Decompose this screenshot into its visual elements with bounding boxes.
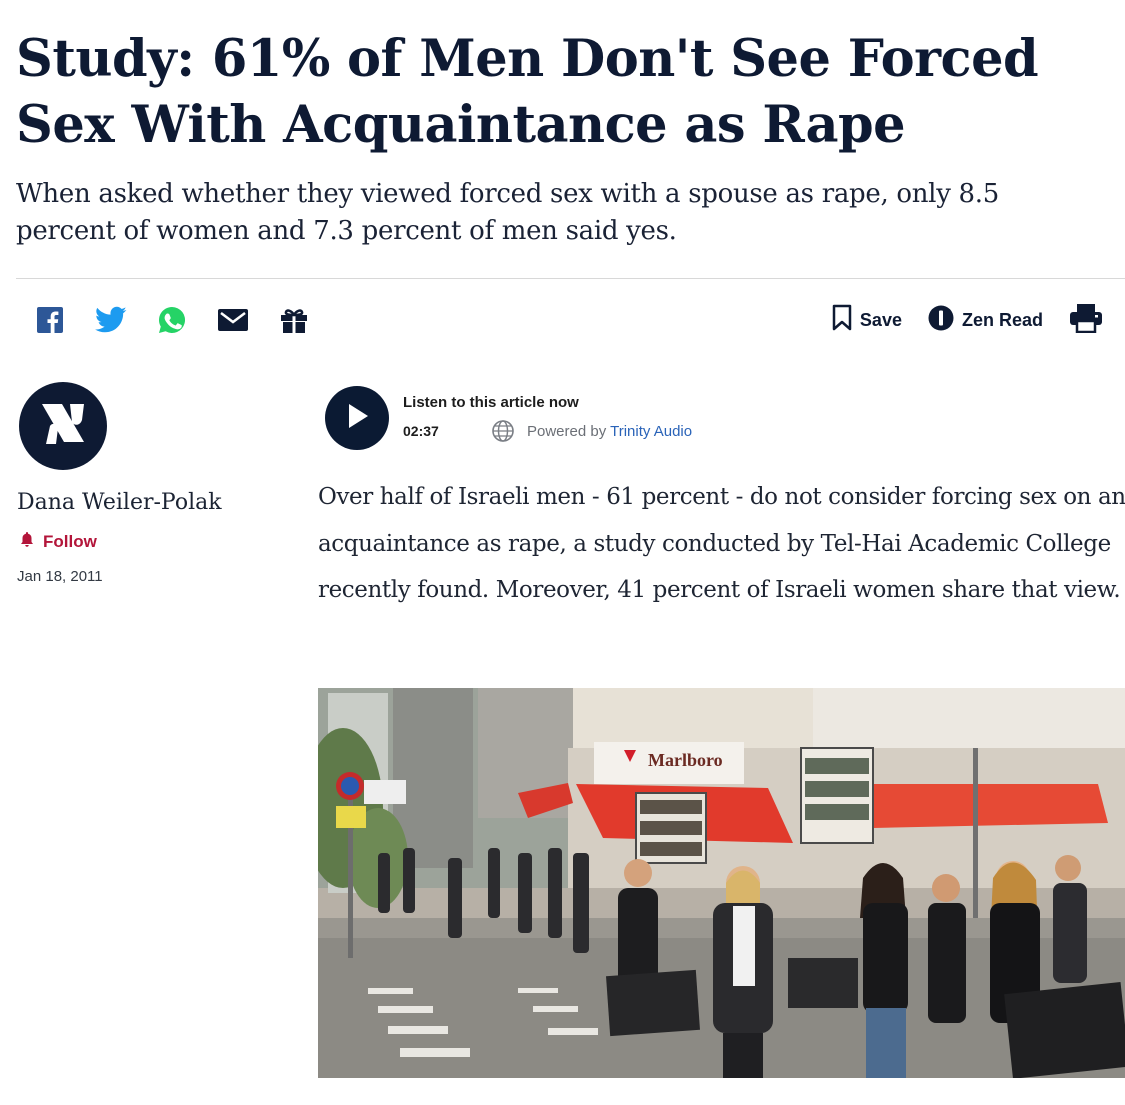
zen-read-label: Zen Read [961,309,1043,330]
globe-icon [491,419,515,448]
protest-march-illustration: Marlboro [318,688,1125,1078]
follow-author-button[interactable]: Follow [19,531,97,552]
gift-article-button[interactable] [274,300,314,340]
haaretz-logo-icon [36,398,90,455]
gift-icon [279,305,309,335]
share-bar [30,300,335,340]
twitter-share-button[interactable] [91,300,131,340]
audio-title: Listen to this article now [403,394,579,411]
header-divider [16,278,1125,279]
article-headline: Study: 61% of Men Don't See Forced Sex W… [16,29,1039,155]
save-button[interactable]: Save [832,304,902,337]
save-label: Save [859,309,902,330]
whatsapp-icon [157,305,187,335]
article-subheadline: When asked whether they viewed forced se… [16,179,999,246]
article-photo[interactable]: Marlboro [318,688,1125,1078]
print-button[interactable] [1069,303,1111,338]
powered-by: Powered by Trinity Audio [527,423,692,440]
play-button[interactable] [325,386,389,450]
bell-icon [19,531,35,552]
author-avatar[interactable] [19,382,107,470]
audio-player: Listen to this article now 02:37 Powered… [325,386,745,452]
bookmark-icon [832,304,860,337]
article-body: Over half of Israeli men - 61 percent - … [318,484,1125,603]
facebook-icon [37,307,63,333]
audio-duration: 02:37 [403,423,439,439]
printer-icon [1069,303,1111,338]
email-icon [218,309,248,331]
author-name[interactable]: Dana Weiler-Polak [17,490,222,515]
follow-label: Follow [43,531,97,551]
email-share-button[interactable] [213,300,253,340]
zen-read-button[interactable]: Zen Read [928,305,1043,336]
zen-read-icon [928,305,962,336]
twitter-icon [95,306,127,334]
facebook-share-button[interactable] [30,300,70,340]
powered-by-label: Powered by [527,423,607,440]
play-icon [344,402,370,435]
trinity-audio-link[interactable]: Trinity Audio [610,423,693,440]
publish-date: Jan 18, 2011 [17,568,103,585]
article-tools: Save Zen Read [806,300,1111,340]
whatsapp-share-button[interactable] [152,300,192,340]
marlboro-sign: Marlboro [648,750,723,770]
